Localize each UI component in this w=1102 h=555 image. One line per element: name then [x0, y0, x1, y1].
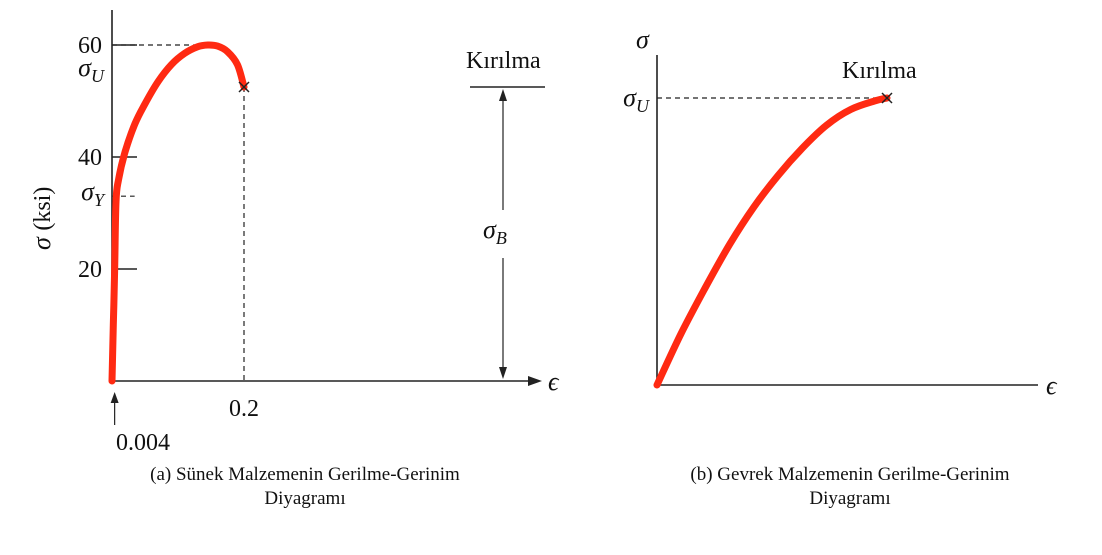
x-tick-label-0.004: 0.004	[116, 430, 170, 456]
brittle-stress-strain-curve	[653, 94, 891, 389]
fracture-stress-arrow-up	[499, 89, 507, 101]
fracture-point-marker	[238, 81, 250, 93]
brittle-stress-strain-chart: σ ϵ σU Kırılma	[623, 25, 1058, 400]
x-axis-label: ϵ	[548, 367, 560, 396]
brittle-plot-area: σ ϵ σU Kırılma	[623, 25, 1058, 400]
ductile-plot-area: ϵ 20 40 60 σ (ksi) σU σY 0.004 0.2 σB Kırılma	[27, 10, 560, 456]
x-axis-label: ϵ	[1046, 371, 1058, 400]
x-tick-label-0.2: 0.2	[229, 396, 259, 422]
fracture-stress-label: σB	[483, 215, 507, 248]
fracture-stress-arrow-down	[499, 367, 507, 379]
brittle-chart-caption: (b) Gevrek Malzemenin Gerilme-Gerinim Di…	[640, 463, 1060, 511]
y-tick-label-40: 40	[78, 145, 102, 171]
y-tick-label-20: 20	[78, 257, 102, 283]
brittle-caption-line-1: (b) Gevrek Malzemenin Gerilme-Gerinim	[690, 464, 1010, 485]
ultimate-stress-label: σU	[78, 53, 105, 86]
ductile-chart-caption: (a) Sünek Malzemenin Gerilme-Gerinim Diy…	[105, 463, 505, 511]
y-axis-label: σ	[636, 25, 650, 54]
x-axis-arrowhead	[528, 376, 542, 386]
fracture-label: Kırılma	[466, 48, 541, 74]
fracture-label: Kırılma	[842, 58, 917, 84]
ductile-stress-strain-chart: ϵ 20 40 60 σ (ksi) σU σY 0.004 0.2 σB Kırılma	[27, 10, 560, 456]
ultimate-stress-label: σU	[623, 83, 650, 116]
ductile-stress-strain-curve	[108, 41, 248, 385]
y-tick-label-60: 60	[78, 33, 102, 59]
ductile-caption-line-2: Diyagramı	[264, 488, 346, 509]
y-axis-label: σ (ksi)	[27, 187, 56, 250]
yield-stress-label: σY	[81, 177, 106, 210]
brittle-caption-line-2: Diyagramı	[809, 488, 891, 509]
fracture-point-marker	[881, 92, 893, 104]
ductile-caption-line-1: (a) Sünek Malzemenin Gerilme-Gerinim	[150, 464, 460, 485]
yield-strain-pointer-head	[110, 392, 119, 403]
